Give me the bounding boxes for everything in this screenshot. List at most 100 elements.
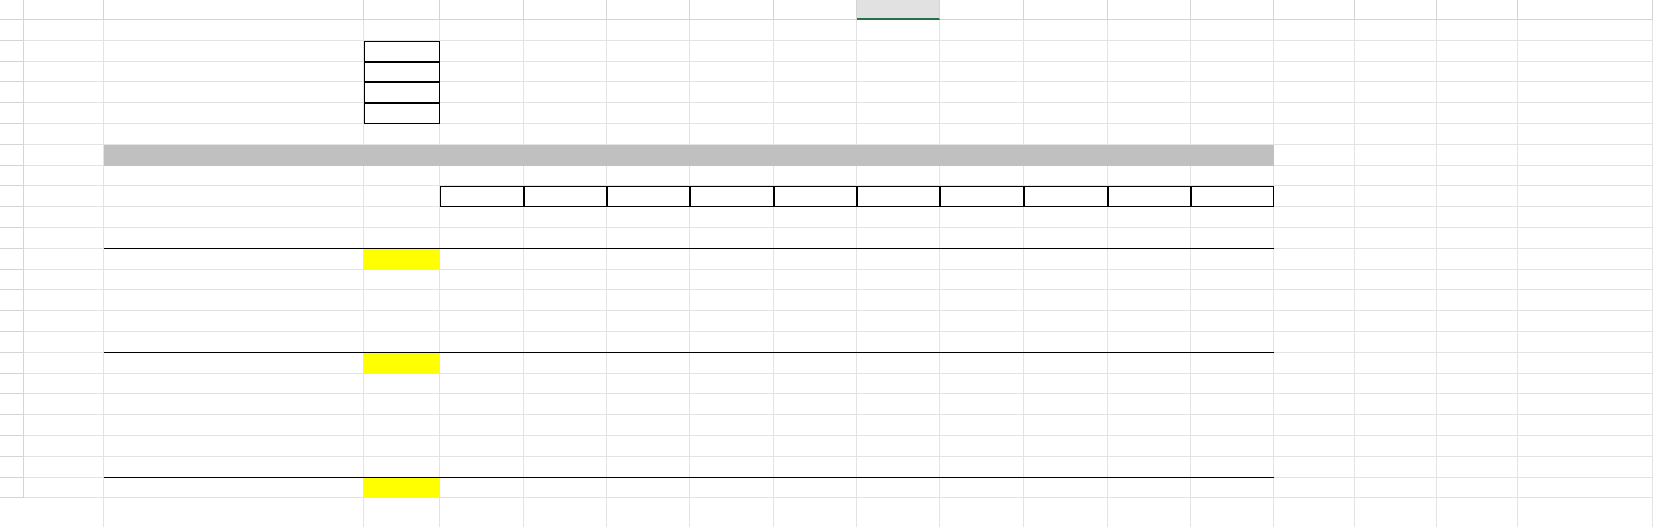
row-header-4[interactable] xyxy=(0,82,24,104)
value-cell[interactable] xyxy=(607,207,690,228)
column-header-l[interactable] xyxy=(1108,0,1191,20)
value-cell[interactable] xyxy=(857,311,940,332)
value-cell[interactable] xyxy=(1108,436,1191,457)
value-cell[interactable] xyxy=(857,290,940,311)
input-value-cell[interactable] xyxy=(364,61,440,83)
value-cell[interactable] xyxy=(607,478,690,499)
value-cell[interactable] xyxy=(857,249,940,270)
value-cell[interactable] xyxy=(774,436,857,457)
value-cell[interactable] xyxy=(774,478,857,499)
row-header-6[interactable] xyxy=(0,124,24,145)
value-cell[interactable] xyxy=(1108,228,1191,249)
value-cell[interactable] xyxy=(774,249,857,270)
value-cell[interactable] xyxy=(440,290,524,311)
value-cell[interactable] xyxy=(1108,457,1191,478)
value-cell[interactable] xyxy=(1024,353,1108,374)
row-header-11[interactable] xyxy=(0,228,24,249)
value-cell[interactable] xyxy=(1108,415,1191,436)
value-cell[interactable] xyxy=(524,436,607,457)
value-cell[interactable] xyxy=(607,394,690,415)
value-cell[interactable] xyxy=(940,249,1024,270)
value-cell[interactable] xyxy=(524,228,607,249)
value-cell[interactable] xyxy=(774,228,857,249)
value-cell[interactable] xyxy=(440,353,524,374)
value-cell[interactable] xyxy=(1108,394,1191,415)
row-header-9[interactable] xyxy=(0,186,24,208)
column-header-d[interactable] xyxy=(440,0,524,20)
value-cell[interactable] xyxy=(524,478,607,499)
value-cell[interactable] xyxy=(1108,207,1191,228)
value-cell[interactable] xyxy=(940,353,1024,374)
value-cell[interactable] xyxy=(440,457,524,478)
value-cell[interactable] xyxy=(1024,478,1108,499)
row-header-14[interactable] xyxy=(0,290,24,312)
value-cell[interactable] xyxy=(774,290,857,311)
value-cell[interactable] xyxy=(1024,207,1108,228)
value-cell[interactable] xyxy=(690,249,774,270)
value-cell[interactable] xyxy=(607,457,690,478)
row-header-13[interactable] xyxy=(0,269,24,291)
value-cell[interactable] xyxy=(607,415,690,436)
value-cell[interactable] xyxy=(524,207,607,228)
value-cell[interactable] xyxy=(940,436,1024,457)
column-header-p[interactable] xyxy=(1437,0,1518,20)
value-cell[interactable] xyxy=(857,207,940,228)
value-cell[interactable] xyxy=(440,436,524,457)
value-cell[interactable] xyxy=(440,478,524,499)
value-cell[interactable] xyxy=(857,436,940,457)
repay-percent-cell[interactable] xyxy=(440,186,524,208)
repay-percent-cell[interactable] xyxy=(940,186,1024,208)
value-cell[interactable] xyxy=(1024,249,1108,270)
value-cell[interactable] xyxy=(1191,457,1274,478)
repay-percent-cell[interactable] xyxy=(857,186,940,208)
value-cell[interactable] xyxy=(607,332,690,353)
value-cell[interactable] xyxy=(857,332,940,353)
value-cell[interactable] xyxy=(1191,394,1274,415)
value-cell[interactable] xyxy=(440,228,524,249)
value-cell[interactable] xyxy=(1191,290,1274,311)
value-cell[interactable] xyxy=(607,290,690,311)
value-cell[interactable] xyxy=(940,311,1024,332)
value-cell[interactable] xyxy=(774,311,857,332)
value-cell[interactable] xyxy=(774,332,857,353)
column-header-m[interactable] xyxy=(1191,0,1274,20)
value-cell[interactable] xyxy=(1191,332,1274,353)
row-header-18[interactable] xyxy=(0,373,24,395)
value-cell[interactable] xyxy=(1024,415,1108,436)
row-header-10[interactable] xyxy=(0,207,24,228)
repay-percent-cell[interactable] xyxy=(607,186,690,208)
input-value-cell[interactable] xyxy=(364,40,440,62)
value-cell[interactable] xyxy=(940,457,1024,478)
value-cell[interactable] xyxy=(524,457,607,478)
value-cell[interactable] xyxy=(1108,311,1191,332)
value-cell[interactable] xyxy=(857,228,940,249)
value-cell[interactable] xyxy=(607,228,690,249)
row-header-20[interactable] xyxy=(0,415,24,436)
value-cell[interactable] xyxy=(690,457,774,478)
value-cell[interactable] xyxy=(857,457,940,478)
value-cell[interactable] xyxy=(1108,249,1191,270)
column-header-c[interactable] xyxy=(364,0,440,20)
opening-balance-cell[interactable] xyxy=(364,248,440,270)
value-cell[interactable] xyxy=(857,478,940,499)
opening-balance-cell[interactable] xyxy=(364,352,440,374)
value-cell[interactable] xyxy=(440,311,524,332)
value-cell[interactable] xyxy=(1024,436,1108,457)
row-header-15[interactable] xyxy=(0,311,24,332)
repay-percent-cell[interactable] xyxy=(1108,186,1191,208)
value-cell[interactable] xyxy=(440,332,524,353)
value-cell[interactable] xyxy=(524,415,607,436)
repay-percent-cell[interactable] xyxy=(690,186,774,208)
value-cell[interactable] xyxy=(690,478,774,499)
column-header-j[interactable] xyxy=(940,0,1024,20)
value-cell[interactable] xyxy=(524,394,607,415)
value-cell[interactable] xyxy=(774,394,857,415)
repay-percent-cell[interactable] xyxy=(1024,186,1108,208)
value-cell[interactable] xyxy=(524,332,607,353)
value-cell[interactable] xyxy=(1024,332,1108,353)
value-cell[interactable] xyxy=(1191,207,1274,228)
value-cell[interactable] xyxy=(857,415,940,436)
row-header-2[interactable] xyxy=(0,40,24,62)
row-header-7[interactable] xyxy=(0,144,24,166)
